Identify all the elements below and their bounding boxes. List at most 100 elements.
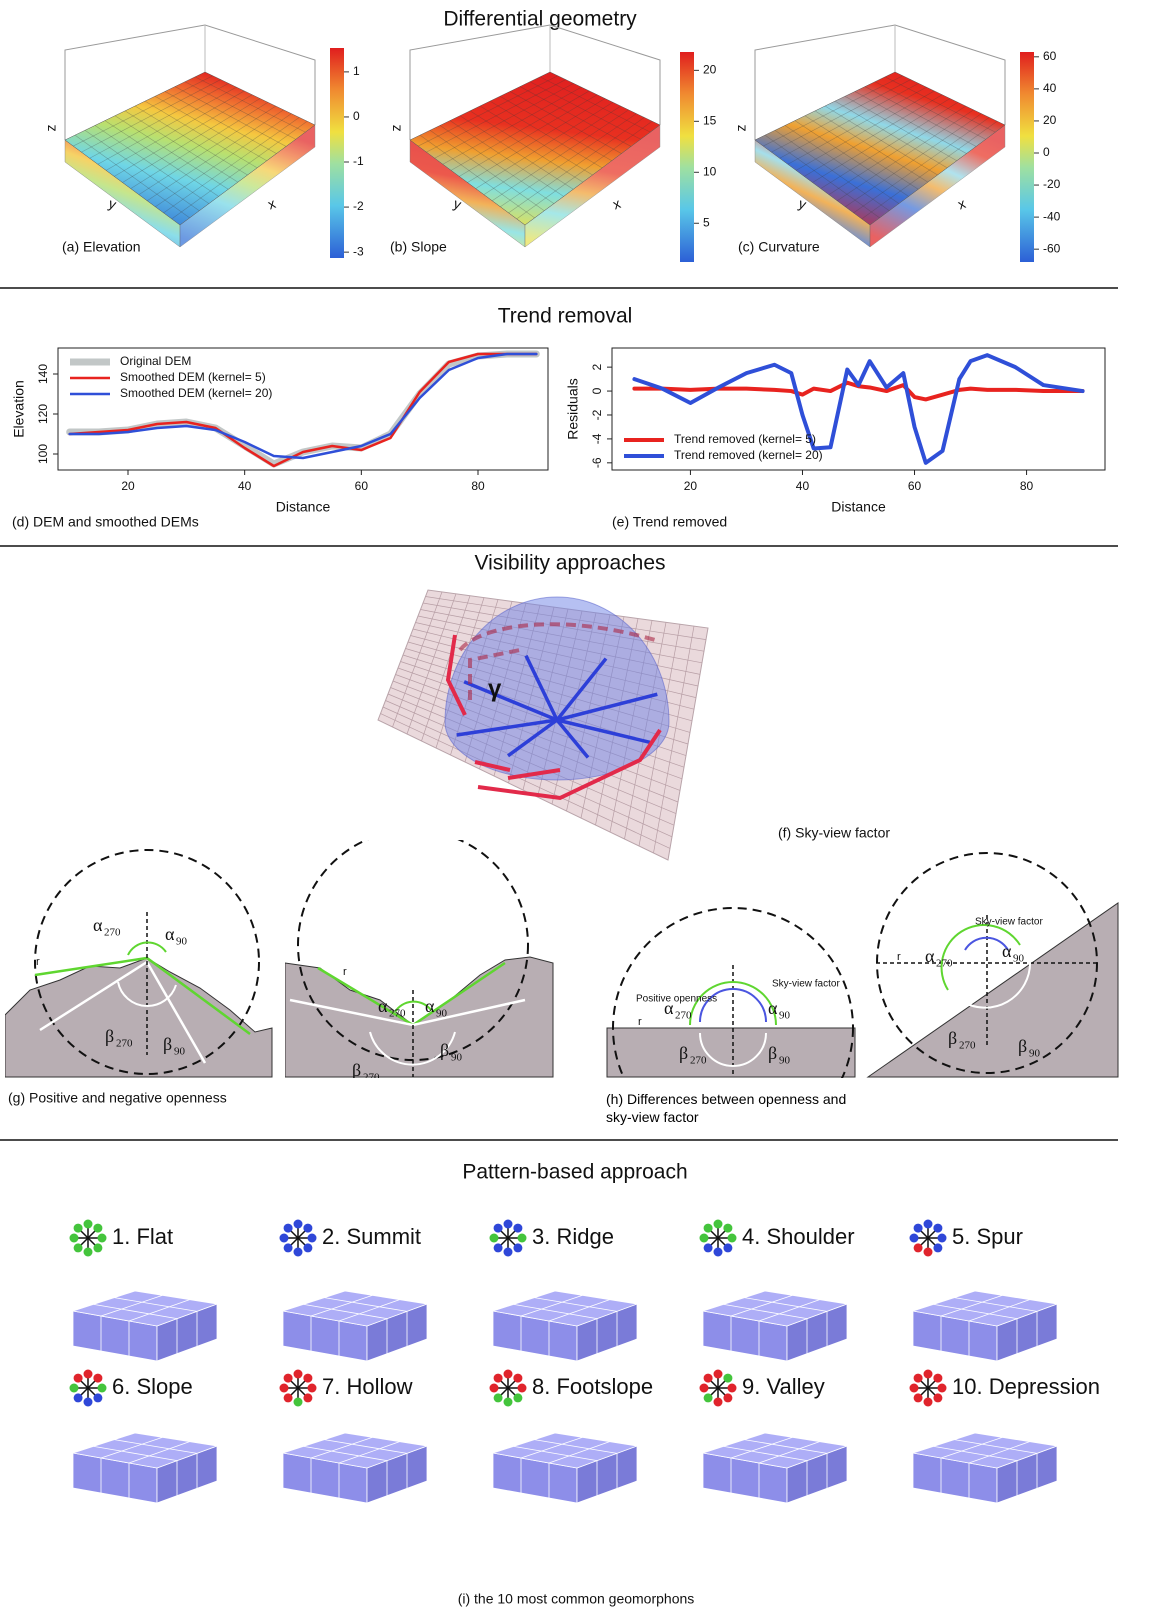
radius-label: r <box>343 966 347 978</box>
icon-dot <box>703 1223 713 1233</box>
block-grid <box>310 1436 373 1459</box>
geomorphon-name: 1. Flat <box>112 1224 173 1249</box>
geomorphon-name: 6. Slope <box>112 1374 193 1399</box>
icon-dot <box>923 1247 933 1257</box>
angle-arc <box>689 981 777 1026</box>
block-grid <box>968 1299 1030 1322</box>
block-grid <box>513 1445 598 1462</box>
panel-caption: (f) Sky-view factor <box>778 825 890 841</box>
icon-dot <box>83 1247 93 1257</box>
icon-dot <box>73 1243 83 1253</box>
x-axis-label: Distance <box>276 499 331 515</box>
block-edge <box>820 102 959 189</box>
section-title: Trend removal <box>498 305 633 328</box>
line-series <box>632 353 1085 465</box>
terrain <box>5 957 273 1078</box>
icon-dot <box>493 1223 503 1233</box>
icon-dot <box>913 1223 923 1233</box>
icon-dot <box>279 1233 289 1243</box>
block-edge <box>508 117 645 214</box>
block-grid <box>954 1439 1038 1454</box>
colorbar <box>1020 52 1034 262</box>
x-tick-label: 20 <box>121 479 135 493</box>
icon-dot <box>307 1233 317 1243</box>
angle-arc <box>940 924 1021 991</box>
block-grid <box>954 1297 1038 1312</box>
search-circle <box>34 849 260 1075</box>
surface <box>409 71 661 226</box>
icon-dot <box>713 1397 723 1407</box>
block-edge <box>795 90 935 171</box>
block-grid <box>324 1439 408 1454</box>
colorbar-tick-label: 20 <box>703 63 717 77</box>
y-tick-label: 120 <box>36 404 50 424</box>
symbol: α <box>768 998 778 1018</box>
block-edge <box>449 120 564 197</box>
block-edge <box>814 110 929 183</box>
legend-label: Trend removed (kernel= 5) <box>674 432 816 446</box>
symbol-subscript: 90 <box>176 936 188 948</box>
colorbar-tick-label: 40 <box>1043 81 1057 95</box>
panel-caption: (b) Slope <box>390 239 447 255</box>
axis-label: y <box>796 195 808 212</box>
block-grid <box>338 1441 400 1464</box>
block-edge <box>171 120 308 220</box>
colorbar-tick-label: -40 <box>1043 209 1061 223</box>
section-title: Visibility approaches <box>474 552 665 575</box>
icon-dot <box>283 1373 293 1383</box>
icon-dot <box>293 1397 303 1407</box>
x-tick-label: 60 <box>355 479 369 493</box>
sight-line <box>506 718 559 758</box>
icon-dot <box>93 1223 103 1233</box>
block-grid <box>968 1441 1030 1464</box>
y-tick-label: 0 <box>590 387 604 394</box>
icon-dot <box>699 1383 709 1393</box>
symbol-subscript: 90 <box>1013 953 1025 965</box>
geomorphon-name: 3. Ridge <box>532 1224 614 1249</box>
icon-dot <box>83 1397 93 1407</box>
block-grid <box>744 1297 828 1312</box>
block-edge <box>144 100 258 169</box>
block-grid <box>114 1439 198 1454</box>
plot-frame <box>57 347 549 471</box>
axis-label: x <box>266 195 278 212</box>
symbol-subscript: 270 <box>675 1010 692 1022</box>
terrain-grid <box>653 626 695 854</box>
angle-arc <box>699 1032 767 1067</box>
block-edge <box>489 100 603 169</box>
icon-dot <box>93 1393 103 1403</box>
icon-dot <box>923 1219 933 1229</box>
panel-caption: (d) DEM and smoothed DEMs <box>12 514 199 530</box>
block-grid <box>303 1303 388 1320</box>
icon-dot <box>727 1233 737 1243</box>
radius-label: r <box>36 956 40 968</box>
icon-dot <box>293 1219 303 1229</box>
symbol: α <box>664 998 674 1018</box>
y-tick-label: -2 <box>590 409 604 420</box>
icon-dot <box>493 1373 503 1383</box>
block-grid <box>758 1441 820 1464</box>
radius-label: r <box>638 1016 642 1028</box>
colorbar-tick-label: 20 <box>1043 113 1057 127</box>
block-edge <box>124 110 239 183</box>
block-edge <box>105 90 245 171</box>
block-grid <box>534 1439 618 1454</box>
block-edge <box>794 120 909 197</box>
block-grid <box>548 1299 610 1322</box>
block-edge <box>539 76 651 133</box>
block-edge <box>155 113 292 208</box>
block-edge <box>164 91 277 154</box>
block-grid <box>338 1299 400 1322</box>
block-edge <box>467 98 606 183</box>
icon-dot <box>283 1243 293 1253</box>
terrain <box>285 956 554 1078</box>
block-edge <box>469 110 584 183</box>
symbol: β <box>948 1028 957 1048</box>
search-circle <box>612 907 854 1078</box>
icon-dot <box>713 1219 723 1229</box>
icon-dot <box>73 1373 83 1383</box>
sight-line <box>556 692 658 722</box>
